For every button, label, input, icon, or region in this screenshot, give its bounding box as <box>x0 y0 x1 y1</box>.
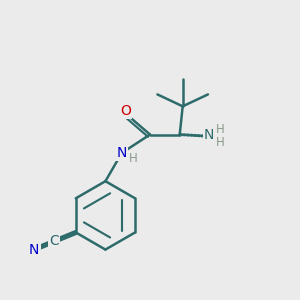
Text: O: O <box>120 104 131 118</box>
Text: N: N <box>29 243 39 257</box>
Text: H: H <box>216 136 225 149</box>
Text: N: N <box>204 128 214 142</box>
Text: H: H <box>216 123 225 136</box>
Text: N: N <box>117 146 127 160</box>
Text: H: H <box>129 152 138 165</box>
Text: C: C <box>50 234 59 248</box>
